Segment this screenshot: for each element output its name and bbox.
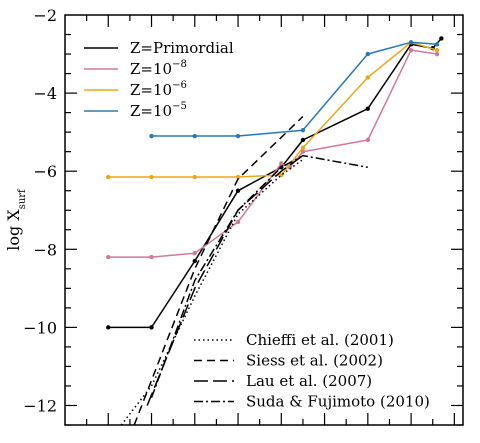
legend-label-bottom-1: Siess et al. (2002)	[246, 352, 383, 370]
legend-label-0: Z=Primordial	[130, 39, 234, 57]
data-point-1-9	[434, 51, 440, 57]
data-point-0-9	[439, 36, 444, 41]
plot-area	[106, 36, 444, 425]
y-tick-label: −8	[33, 240, 57, 259]
y-axis-title-sub: surf	[17, 188, 28, 209]
data-point-1-2	[192, 250, 197, 256]
y-axis-title: log Xsurf	[4, 188, 28, 251]
y-tick-label: −6	[33, 162, 57, 181]
legend-label-3: Z=10−5	[130, 101, 187, 120]
y-tick-label: −12	[23, 396, 57, 415]
data-point-2-1	[149, 174, 154, 180]
data-point-2-8	[434, 47, 440, 53]
data-point-3-0	[149, 133, 154, 139]
data-point-0-0	[106, 325, 111, 330]
data-point-3-3	[300, 127, 306, 133]
data-point-3-4	[365, 51, 371, 57]
y-tick-label: −4	[33, 84, 57, 103]
legend-label-exp-3: −5	[172, 101, 187, 112]
data-point-2-0	[106, 174, 111, 180]
y-tick-label: −2	[33, 6, 57, 25]
data-point-2-2	[192, 174, 197, 180]
legend-label-exp-2: −6	[172, 80, 187, 91]
data-point-2-5	[300, 145, 306, 150]
legend-label-1: Z=10−8	[130, 59, 187, 78]
data-point-3-5	[408, 40, 414, 45]
data-point-0-3	[235, 188, 241, 193]
legend-label-bottom-2: Lau et al. (2007)	[246, 372, 372, 390]
legend-label-2: Z=10−6	[130, 80, 187, 99]
data-point-0-1	[149, 325, 154, 330]
plot-layer	[106, 36, 444, 425]
data-point-2-3	[235, 174, 241, 180]
data-point-2-6	[365, 75, 371, 80]
plot-frame	[64, 14, 464, 426]
data-point-1-4	[279, 161, 284, 166]
data-point-0-5	[300, 137, 306, 143]
data-point-3-6	[434, 42, 440, 47]
series-line-7	[150, 154, 368, 398]
data-point-1-0	[106, 254, 111, 260]
data-point-1-3	[235, 219, 241, 225]
legend-label-bottom-3: Suda & Fujimoto (2010)	[246, 393, 430, 411]
axes-layer: −12 −10 −8 −6 −4 −2 log Xsurf	[4, 6, 464, 426]
data-point-1-8	[408, 47, 414, 53]
series-line-5	[133, 115, 304, 425]
data-point-0-6	[365, 106, 371, 111]
legend-label-exp-1: −8	[172, 59, 187, 70]
legend-label-bottom-0: Chieffi et al. (2001)	[246, 331, 394, 349]
data-point-0-2	[192, 258, 197, 264]
y-tick-label: −10	[23, 318, 57, 337]
data-point-3-1	[192, 133, 197, 139]
data-point-1-6	[300, 149, 306, 154]
data-point-3-2	[235, 133, 241, 139]
data-point-1-7	[365, 137, 371, 143]
data-point-1-1	[149, 254, 154, 260]
series-line-4	[120, 158, 304, 425]
legend-layer: Z=Primordial Z=10−8 Z=10−6 Z=10−5 Chieffi et…	[84, 39, 430, 411]
